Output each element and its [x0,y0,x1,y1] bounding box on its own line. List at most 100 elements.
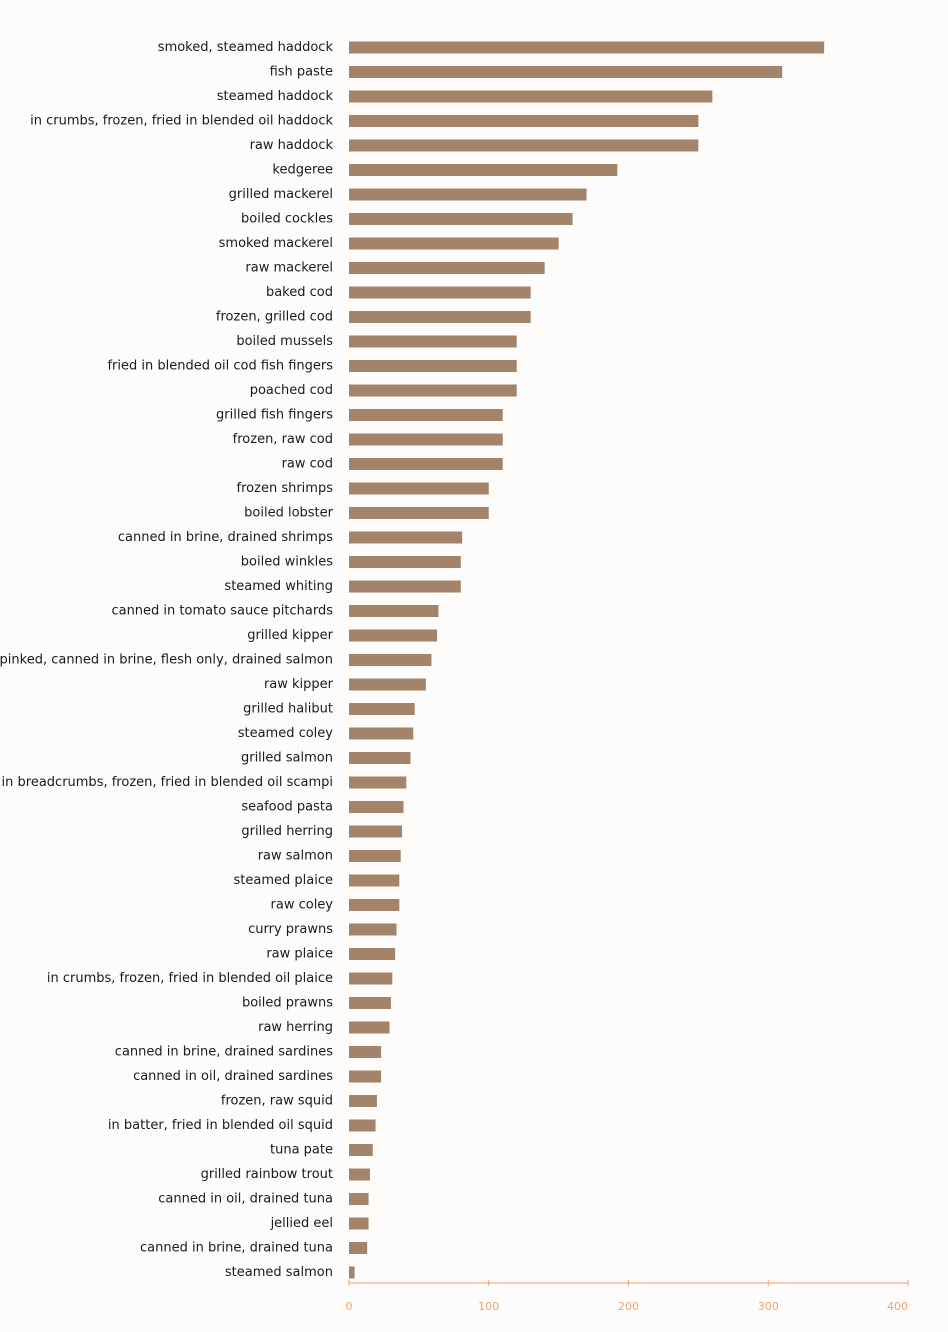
bar [349,850,401,862]
category-labels-group: smoked, steamed haddock fish paste steamed… [0,40,334,1280]
bar [349,433,503,446]
category-label: tuna pate [270,1143,333,1158]
bar [349,825,403,838]
category-label: grilled herring [241,824,333,839]
category-label: canned in brine, drained tuna [140,1241,333,1256]
bar [349,188,587,201]
x-tick-label: 0 [346,1300,353,1313]
category-label: frozen, raw cod [233,432,333,447]
bar [349,482,489,495]
category-label: grilled fish fingers [216,408,333,423]
bar [349,752,411,764]
bar [349,507,489,519]
x-tick-label: 300 [758,1300,779,1313]
category-label: canned in brine, drained shrimps [118,530,333,545]
bar [349,164,618,176]
category-label: raw herring [258,1020,333,1035]
bar [349,580,461,593]
category-label: pinked, canned in brine, flesh only, dra… [0,653,333,668]
category-label: raw cod [282,457,333,472]
bar [349,335,517,348]
category-label: raw haddock [250,138,334,153]
category-label: poached cod [250,383,333,398]
x-tick-label: 100 [478,1300,499,1313]
category-label: in batter, fried in blended oil squid [108,1118,333,1133]
category-label: steamed coley [238,726,334,741]
category-label: curry prawns [248,922,333,937]
x-tick-label: 200 [618,1300,639,1313]
category-label: raw salmon [258,849,333,864]
bar [349,654,432,666]
bar [349,360,517,372]
bar [349,66,783,78]
bar [349,384,517,397]
category-label: smoked, steamed haddock [158,40,334,55]
category-label: steamed plaice [234,873,333,888]
bar [349,90,713,103]
category-label: kedgeree [272,163,333,178]
bar [349,1046,382,1058]
category-label: raw plaice [266,947,333,962]
bar [349,1193,369,1205]
category-label: smoked mackerel [219,236,333,251]
bar [349,531,463,544]
category-label: in crumbs, frozen, fried in blended oil … [47,971,333,986]
category-label: fried in blended oil cod fish fingers [107,359,333,374]
category-label: steamed haddock [217,89,334,104]
category-label: canned in tomato sauce pitchards [111,604,333,619]
bar [349,409,503,421]
category-label: frozen, raw squid [221,1094,333,1109]
category-label: raw kipper [264,677,334,692]
bar [349,1119,376,1132]
category-label: canned in oil, drained tuna [158,1192,333,1207]
bar [349,997,391,1009]
category-label: grilled halibut [243,702,333,717]
bar [349,1144,373,1156]
bar [349,678,426,691]
category-label: frozen shrimps [237,481,334,496]
category-label: steamed salmon [225,1265,333,1280]
category-label: frozen, grilled cod [216,310,333,325]
bar [349,41,825,54]
category-label: boiled mussels [236,334,333,349]
bar [349,605,439,617]
category-label: raw coley [271,898,334,913]
category-label: boiled lobster [244,506,333,521]
category-label: grilled kipper [247,628,333,643]
bar [349,703,415,715]
bar [349,874,400,887]
category-label: boiled prawns [242,996,333,1011]
bar [349,629,438,642]
category-label: grilled salmon [241,751,333,766]
bar [349,948,396,960]
category-label: jellied eel [270,1216,333,1231]
bar [349,556,461,568]
bar [349,262,545,274]
bar [349,115,699,127]
category-label: baked cod [266,285,333,300]
bar [349,727,414,740]
category-label: seafood pasta [241,800,333,815]
category-label: canned in oil, drained sardines [133,1069,333,1084]
bar [349,1242,368,1254]
x-tick-label: 400 [887,1300,908,1313]
bar [349,286,531,299]
bar [349,311,531,323]
category-label: boiled cockles [241,212,333,227]
bar [349,139,699,152]
bar [349,213,573,225]
category-label: steamed whiting [224,579,333,594]
category-label: in crumbs, frozen, fried in blended oil … [30,114,333,129]
category-label: raw mackerel [245,261,333,276]
bar [349,458,503,470]
bar [349,1021,390,1034]
bar [349,1168,370,1181]
category-label: boiled winkles [241,555,333,570]
bar [349,776,407,789]
bar [349,972,393,985]
bar [349,1070,382,1083]
bars-group [349,41,825,1279]
bar [349,899,400,911]
category-label: canned in brine, drained sardines [115,1045,333,1060]
